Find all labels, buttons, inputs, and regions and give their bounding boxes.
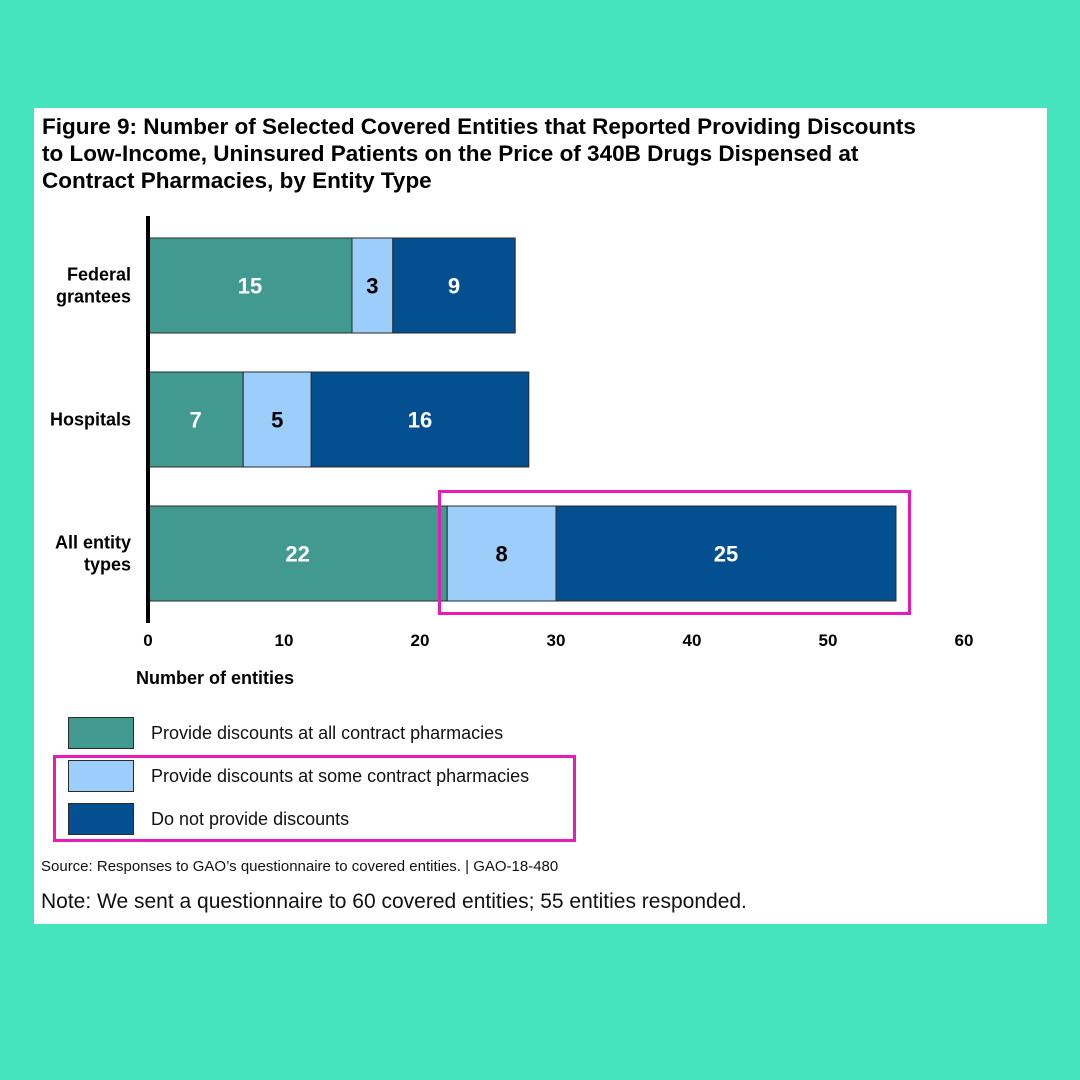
x-tick-label: 30: [547, 631, 566, 650]
legend-label: Do not provide discounts: [151, 809, 350, 829]
bar-value-label: 16: [408, 408, 432, 433]
bar-value-label: 15: [238, 274, 262, 299]
legend-swatch: [68, 803, 134, 835]
category-label: Federal: [67, 265, 131, 285]
figure-title: Figure 9: Number of Selected Covered Ent…: [42, 113, 1042, 194]
bar-segment: [242, 371, 312, 468]
bar-segment: [147, 371, 244, 468]
x-axis-label: Number of entities: [136, 668, 294, 688]
figure-title-line: Contract Pharmacies, by Entity Type: [42, 168, 432, 193]
bar-value-label: 7: [189, 408, 201, 433]
bar-value-label: 9: [448, 274, 460, 299]
bar-segment: [555, 505, 897, 602]
legend-label: Provide discounts at some contract pharm…: [151, 766, 530, 786]
category-label: All entity: [55, 533, 131, 553]
category-label: grantees: [56, 287, 131, 307]
legend-swatch: [68, 717, 134, 749]
figure-title-line: to Low-Income, Uninsured Patients on the…: [42, 141, 859, 166]
category-label: Hospitals: [50, 410, 131, 430]
source-line: Source: Responses to GAO’s questionnaire…: [41, 858, 559, 875]
x-tick-label: 20: [411, 631, 430, 650]
figure-card: Figure 9: Number of Selected Covered Ent…: [34, 108, 1047, 924]
bar-value-label: 22: [285, 542, 309, 567]
x-tick-label: 40: [683, 631, 702, 650]
x-tick-label: 10: [275, 631, 294, 650]
bar-segment: [446, 505, 557, 602]
figure-title-line: Figure 9: Number of Selected Covered Ent…: [42, 114, 916, 139]
x-tick-label: 60: [955, 631, 974, 650]
bar-segment: [147, 505, 448, 602]
bar-segment: [310, 371, 530, 468]
category-label: types: [84, 555, 131, 575]
bar-segment: [351, 237, 394, 334]
bar-value-label: 5: [271, 408, 283, 433]
x-tick-label: 0: [143, 631, 152, 650]
legend-label: Provide discounts at all contract pharma…: [151, 723, 504, 743]
bar-value-label: 8: [495, 542, 507, 567]
x-tick-label: 50: [819, 631, 838, 650]
bar-value-label: 25: [714, 542, 738, 567]
bar-segment: [392, 237, 516, 334]
note-line: Note: We sent a questionnaire to 60 cove…: [41, 890, 747, 913]
bar-value-label: 3: [366, 274, 378, 299]
legend-swatch: [68, 760, 134, 792]
